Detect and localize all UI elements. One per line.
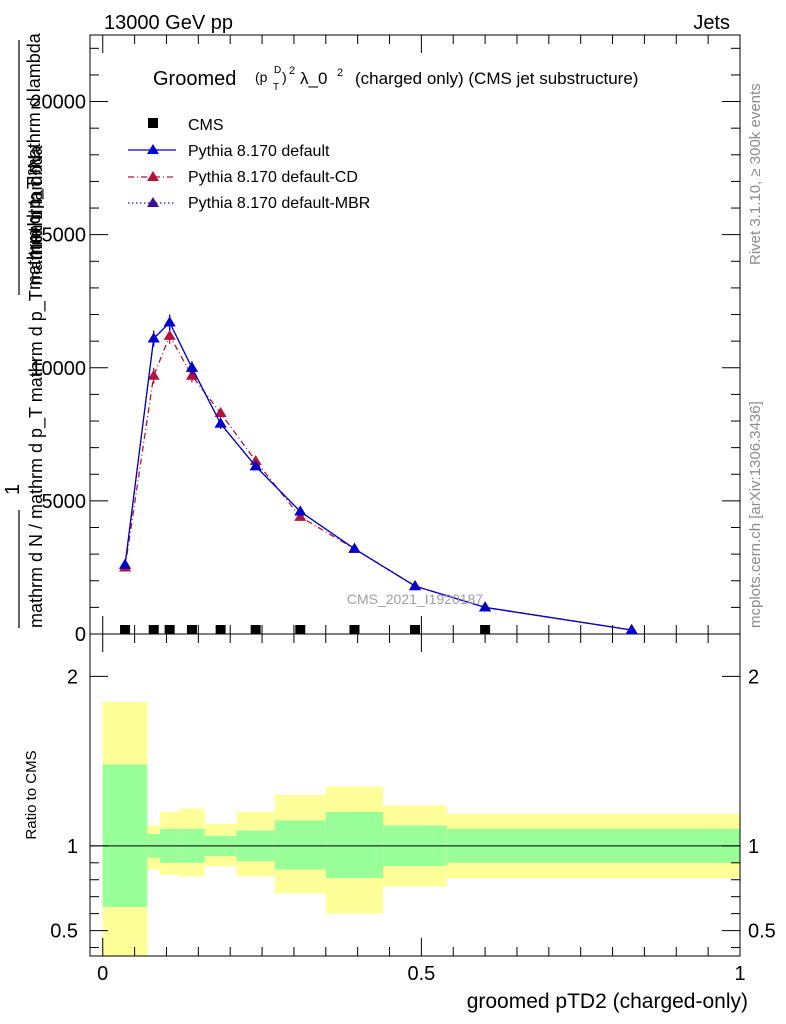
ratio-ytick-label-0: 0.5 bbox=[50, 921, 78, 943]
x-axis-label: groomed pTD2 (charged-only) bbox=[467, 990, 748, 1013]
title-paren-close: ) bbox=[282, 69, 287, 85]
series-point-0 bbox=[479, 601, 492, 612]
legend-mbr-marker bbox=[147, 197, 159, 207]
series-point-1 bbox=[147, 369, 160, 380]
mcplots-credit-label: mcplots.cern.ch [arXiv:1306.3436] bbox=[747, 401, 764, 628]
title-sup-d: D bbox=[274, 65, 281, 76]
title-lambda: λ_0 bbox=[300, 69, 327, 88]
cms-point bbox=[215, 625, 226, 634]
legend: CMS Pythia 8.170 default Pythia 8.170 de… bbox=[128, 117, 370, 212]
chart-title: Groomed (p D T ) 2 λ_0 2 (charged only) … bbox=[153, 65, 638, 93]
main-ytick-label-0: 0 bbox=[75, 624, 86, 646]
series-0 bbox=[119, 314, 638, 635]
series-point-0 bbox=[294, 505, 307, 516]
main-axis-ticks: 0 5000 10000 15000 20000 bbox=[30, 35, 741, 646]
xtick-label-2: 1 bbox=[734, 963, 745, 985]
legend-mbr-label: Pythia 8.170 default-MBR bbox=[188, 195, 370, 212]
legend-cd-label: Pythia 8.170 default-CD bbox=[188, 169, 358, 186]
ratio-ytick-label-2: 2 bbox=[67, 666, 78, 688]
series-line-2 bbox=[124, 321, 632, 631]
ratio-band-inner-0 bbox=[102, 764, 148, 907]
series-point-1 bbox=[294, 510, 307, 521]
legend-default-marker bbox=[147, 144, 159, 154]
series-2 bbox=[119, 316, 638, 635]
rivet-version-label: Rivet 3.1.10, ≥ 300k events bbox=[747, 83, 764, 265]
main-ytick-label-4: 20000 bbox=[30, 92, 86, 114]
series-point-0 bbox=[409, 580, 421, 591]
main-ytick-label-3: 15000 bbox=[30, 225, 86, 247]
analysis-watermark: CMS_2021_I1920187 bbox=[347, 591, 483, 607]
series-point-0 bbox=[348, 542, 361, 553]
main-ytick-label-1: 5000 bbox=[42, 491, 87, 513]
title-groomed: Groomed bbox=[153, 68, 236, 90]
series-point-1 bbox=[163, 329, 176, 340]
series-point-1 bbox=[185, 369, 198, 380]
series-line-0 bbox=[124, 321, 632, 631]
title-lambda-power: 2 bbox=[337, 67, 343, 79]
ylabel-one: 1 bbox=[2, 484, 24, 495]
ratio-y-axis-label: Ratio to CMS bbox=[23, 750, 40, 839]
cms-point bbox=[186, 625, 197, 634]
ratio-bands bbox=[90, 701, 740, 956]
cms-point bbox=[295, 625, 306, 634]
header-energy: 13000 GeV pp bbox=[104, 12, 233, 34]
ratio-band-inner-7 bbox=[325, 811, 384, 879]
ratio-ytick-label-right-1: 1 bbox=[748, 836, 759, 858]
cms-point bbox=[480, 625, 491, 634]
legend-cms-marker bbox=[148, 118, 158, 128]
title-rest: (charged only) (CMS jet substructure) bbox=[355, 69, 638, 88]
series-point-0 bbox=[214, 417, 227, 428]
cms-point bbox=[410, 625, 420, 634]
xtick-label-1: 0.5 bbox=[407, 963, 435, 985]
series-point-0 bbox=[119, 558, 132, 569]
series-point-1 bbox=[214, 407, 227, 418]
ylabel-main-denominator: mathrm d N / mathrm d p_T mathrm d p_T m… bbox=[26, 145, 47, 628]
cms-point bbox=[148, 625, 159, 634]
ratio-ytick-label-right-2: 2 bbox=[748, 666, 759, 688]
cms-point bbox=[349, 625, 360, 634]
title-sub-t: T bbox=[273, 82, 279, 93]
main-series bbox=[119, 314, 638, 635]
cms-point bbox=[120, 625, 131, 634]
ylabel-frac-bottom: mathrm d p_T mathrm d lambda bbox=[24, 32, 45, 290]
cms-point bbox=[250, 625, 261, 634]
ratio-axis-ticks: 0.5 0.51 12 20 0.5 1 bbox=[50, 634, 776, 985]
series-point-0 bbox=[185, 361, 198, 372]
xtick-label-0: 0 bbox=[97, 963, 108, 985]
legend-cms-label: CMS bbox=[188, 117, 224, 134]
cms-point bbox=[164, 625, 175, 634]
series-point-0 bbox=[147, 332, 160, 343]
ratio-ytick-label-1: 1 bbox=[67, 836, 78, 858]
series-line-1 bbox=[124, 334, 632, 631]
main-ytick-label-2: 10000 bbox=[30, 358, 86, 380]
title-paren-open: (p bbox=[255, 69, 268, 85]
series-point-0 bbox=[163, 316, 176, 327]
title-power: 2 bbox=[289, 65, 295, 77]
ylabel-numerator: mathrm d²N bbox=[25, 154, 47, 260]
legend-cd-marker bbox=[147, 171, 159, 181]
cms-points bbox=[120, 625, 491, 634]
ratio-ytick-label-right-0: 0.5 bbox=[748, 921, 776, 943]
series-point-0 bbox=[625, 624, 638, 635]
legend-default-label: Pythia 8.170 default bbox=[188, 143, 330, 160]
series-point-0 bbox=[249, 460, 262, 471]
series-1 bbox=[119, 327, 638, 635]
ratio-band-inner-6 bbox=[274, 820, 326, 870]
header-category: Jets bbox=[693, 12, 730, 34]
main-y-axis-label: mathrm d²N mathrm d p_T mathrm d lambda … bbox=[2, 32, 47, 628]
ratio-frame bbox=[89, 633, 741, 957]
